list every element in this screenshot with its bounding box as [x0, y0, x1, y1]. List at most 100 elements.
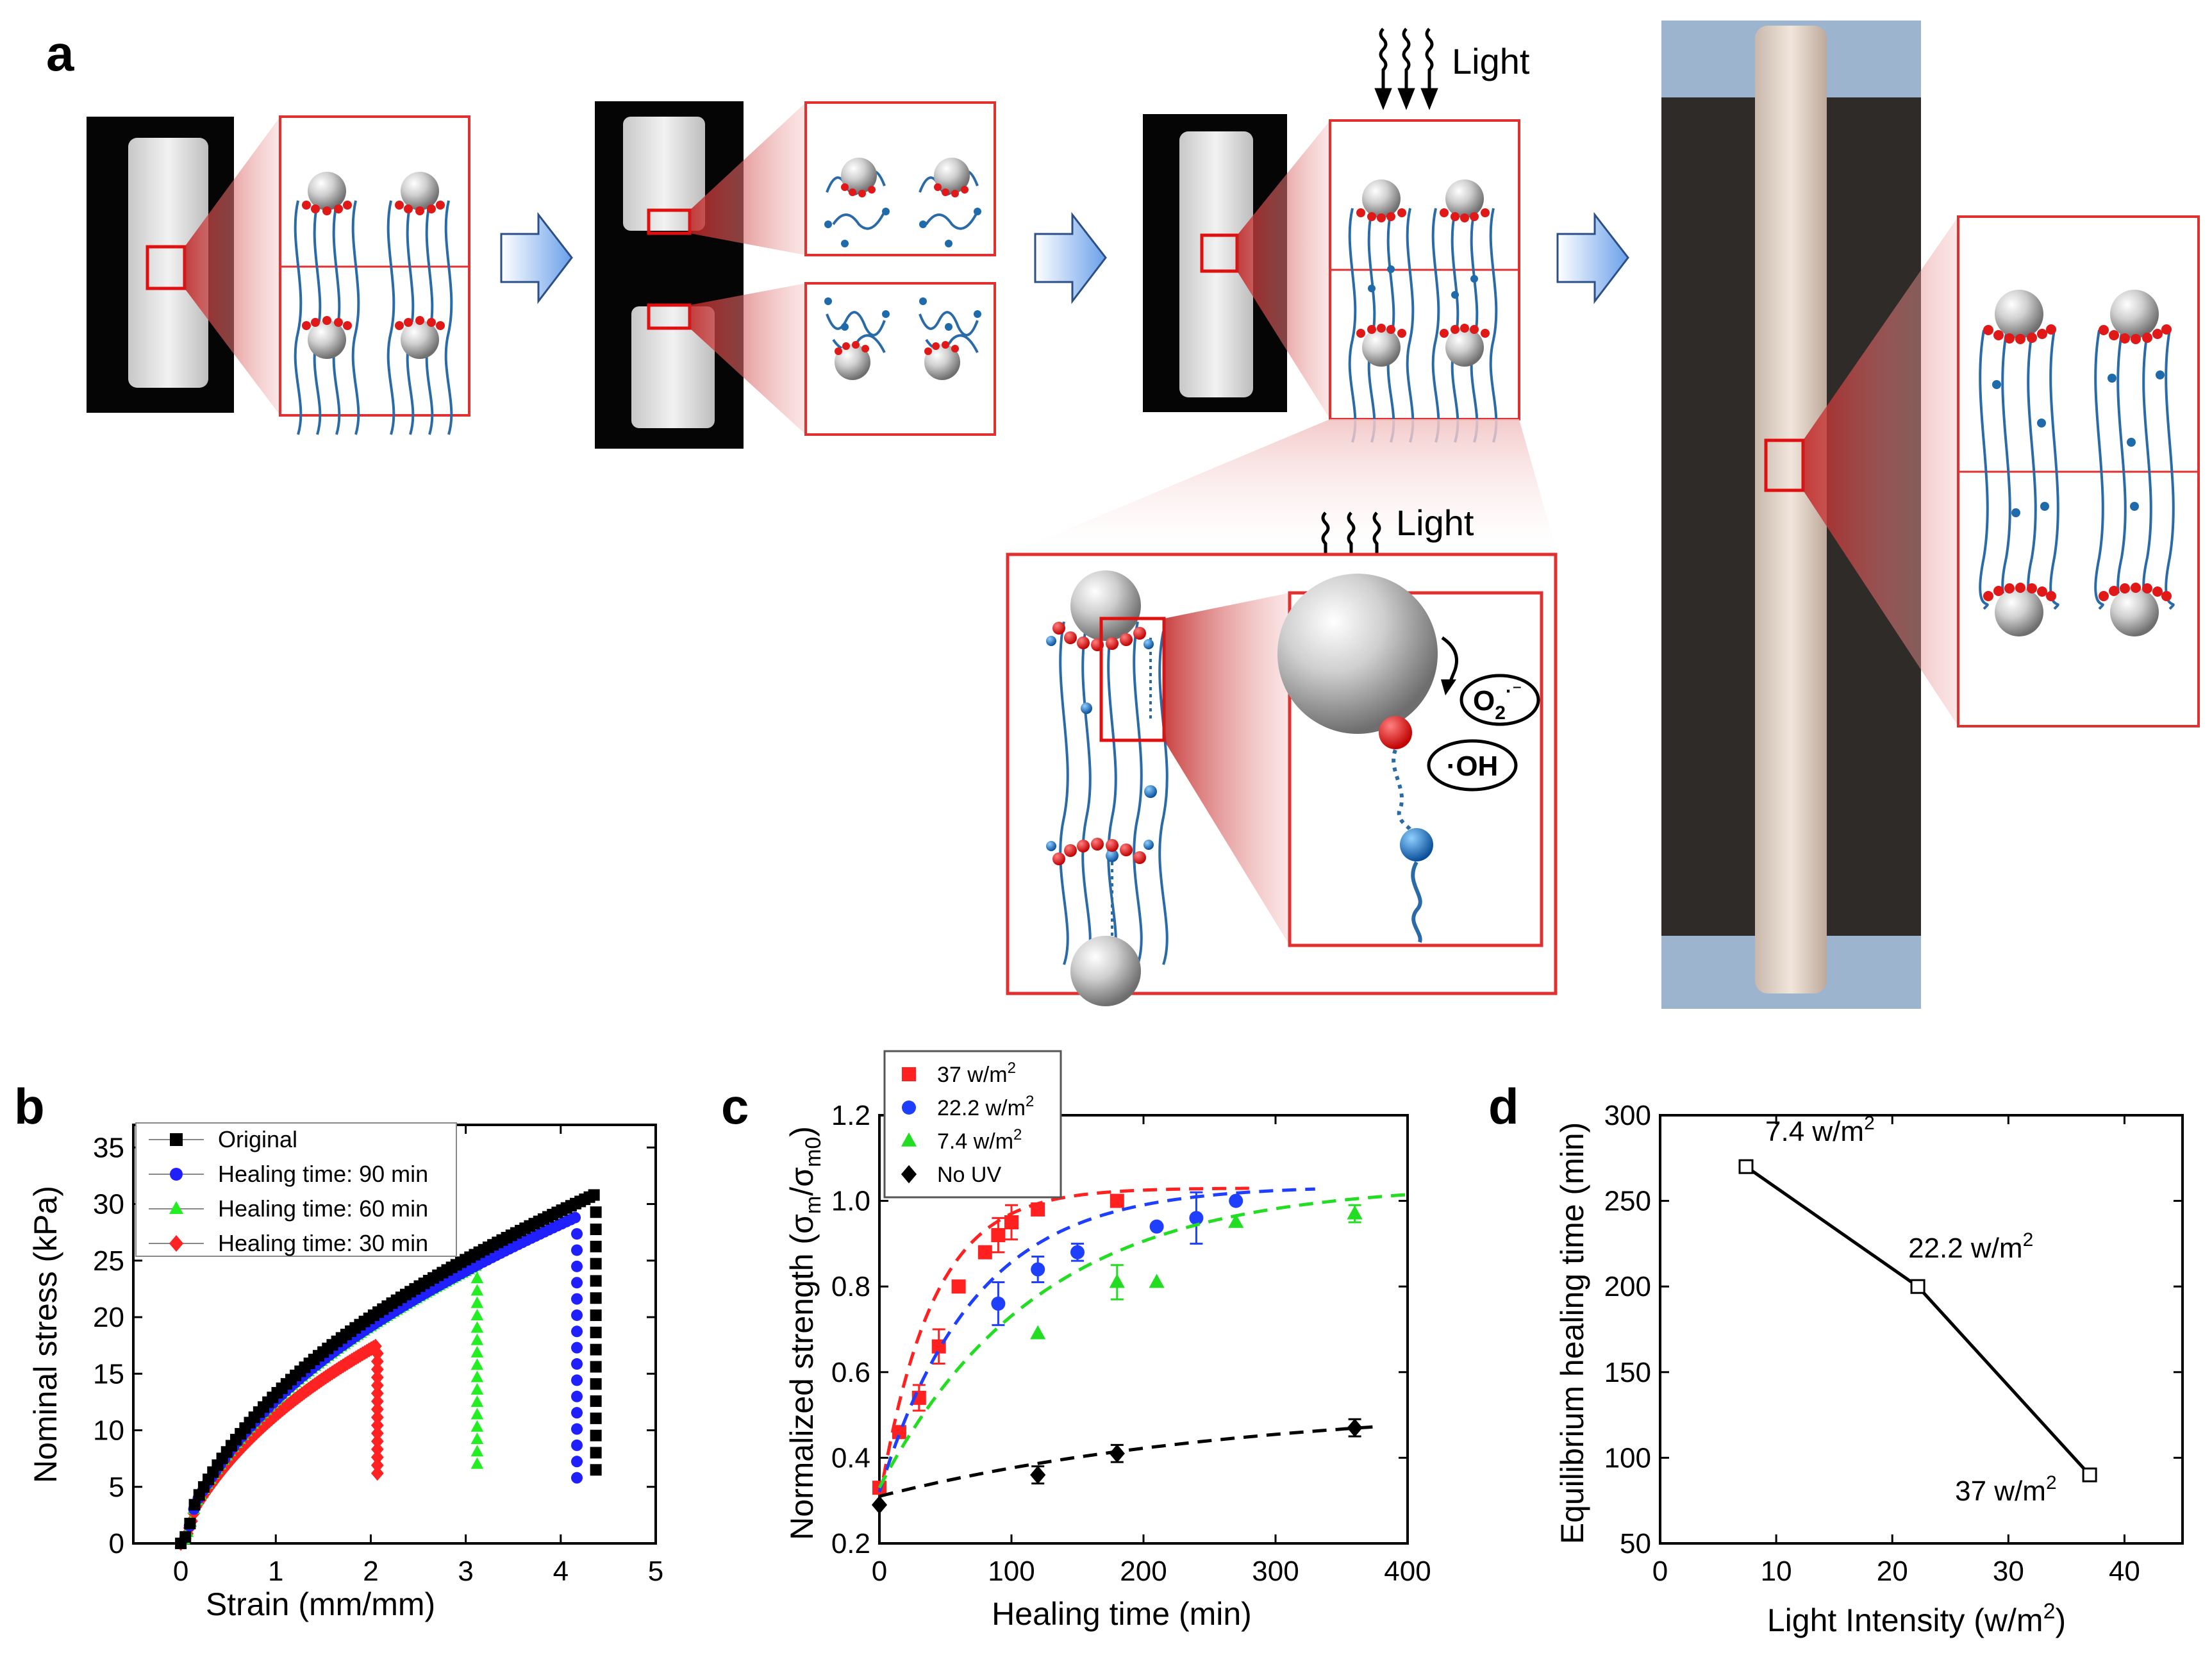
series-4	[174, 1338, 384, 1551]
data-point	[470, 1296, 484, 1308]
x-tick-label: 20	[1877, 1556, 1908, 1587]
network-schematic-healed	[1957, 215, 2200, 727]
data-point	[571, 1309, 583, 1321]
chart-d: 0 10 20 30 40 50 100 150 200 250 300 Light Intensit…	[1554, 1100, 2184, 1638]
data-point	[370, 1409, 384, 1425]
data-point	[470, 1370, 484, 1383]
data-point	[1109, 1274, 1125, 1288]
zoom-cone-1	[185, 117, 280, 415]
legend-box	[135, 1122, 457, 1257]
data-point	[1149, 1274, 1165, 1288]
hydroxyl-label: ·OH	[1447, 751, 1499, 782]
x-axis-label: Light Intensity (w/m2)	[1767, 1599, 2066, 1638]
fit-curve	[879, 1424, 1381, 1498]
photo-cut-sample	[595, 101, 744, 449]
data-point	[571, 1456, 583, 1468]
y-tick-label: 0.4	[831, 1442, 870, 1474]
data-point	[571, 1244, 583, 1256]
data-point	[1031, 1202, 1045, 1217]
data-point	[184, 1518, 196, 1530]
x-axis-label: Healing time (min)	[992, 1596, 1252, 1632]
x-tick-label: 4	[553, 1556, 569, 1587]
data-point	[1229, 1193, 1243, 1208]
x-tick-label: 100	[988, 1556, 1035, 1587]
x-tick-label: 30	[1993, 1556, 2024, 1587]
x-tick-label: 40	[2109, 1556, 2140, 1587]
data-point	[571, 1374, 583, 1386]
data-point	[590, 1309, 602, 1322]
y-tick-label: 20	[93, 1302, 124, 1333]
data-point	[590, 1429, 602, 1441]
data-point	[571, 1228, 583, 1240]
legend-marker	[901, 1165, 917, 1184]
data-point	[590, 1258, 602, 1270]
data-point	[470, 1408, 484, 1420]
x-tick-label: 3	[458, 1556, 473, 1587]
data-point	[370, 1418, 384, 1433]
y-tick-label: 25	[93, 1245, 124, 1277]
data-point	[590, 1464, 602, 1476]
data-point	[590, 1275, 602, 1287]
data-point	[571, 1472, 583, 1484]
network-schematic-cut-top	[804, 101, 996, 256]
series-1	[175, 1189, 602, 1549]
data-point	[991, 1228, 1006, 1243]
panel-label-d: d	[1488, 1078, 1519, 1134]
legend-label: Original	[218, 1126, 297, 1152]
point-label: 22.2 w/m2	[1908, 1229, 2033, 1264]
light-label-zoom: Light	[1396, 503, 1474, 543]
y-tick-label: 1.2	[831, 1100, 870, 1131]
legend-marker	[169, 1201, 183, 1214]
data-point	[892, 1425, 906, 1440]
data-point	[951, 1279, 966, 1294]
x-axis-label: Strain (mm/mm)	[206, 1586, 435, 1622]
y-axis-label: Normalized strength (σm/σm0)	[784, 1126, 826, 1540]
data-point	[1347, 1418, 1363, 1437]
trend-line	[1745, 1165, 2091, 1476]
x-tick-label: 10	[1761, 1556, 1792, 1587]
series-3	[877, 1193, 1408, 1489]
light-arrows-top	[1374, 28, 1438, 110]
data-point	[370, 1465, 384, 1481]
legend-marker	[169, 1235, 183, 1252]
data-point	[370, 1361, 384, 1377]
data-point	[370, 1354, 384, 1369]
data-point	[470, 1345, 484, 1358]
hydroxyl-bubble	[1427, 739, 1518, 792]
data-point	[1149, 1219, 1164, 1234]
zoom-cone-down	[1008, 419, 1558, 554]
x-tick-label: 0	[872, 1556, 887, 1587]
data-point	[571, 1390, 583, 1402]
data-point	[571, 1293, 583, 1305]
data-point	[590, 1326, 602, 1338]
data-point	[1738, 1159, 1754, 1174]
data-point	[188, 1499, 201, 1511]
series-4	[871, 1418, 1381, 1515]
series-1: 7.4 w/m2 22.2 w/m2 37 w/m2	[1738, 1113, 2097, 1507]
panel-label-b: b	[14, 1078, 45, 1134]
network-schematic-healing	[1329, 119, 1520, 443]
data-point	[590, 1447, 602, 1459]
y-tick-label: 0	[109, 1528, 124, 1559]
x-tick-label: 400	[1384, 1556, 1431, 1587]
data-point	[470, 1445, 484, 1457]
data-point	[1030, 1325, 1046, 1340]
data-point	[1004, 1215, 1019, 1229]
superoxide-label: O2·⁻	[1473, 681, 1522, 724]
fit-curve	[877, 1186, 1249, 1501]
legend-label: 22.2 w/m2	[937, 1093, 1034, 1120]
y-axis-label: Equilibrium healing time (min)	[1554, 1122, 1590, 1545]
data-point	[1070, 1245, 1085, 1259]
chart-c: 0 100 200 300 400 0.2 0.4 0.6 0.8 1.0 1.2 Healing t…	[784, 1050, 1431, 1632]
data-point	[470, 1284, 484, 1296]
legend-marker	[902, 1067, 916, 1081]
data-point	[590, 1395, 602, 1408]
data-point	[590, 1292, 602, 1304]
data-point	[590, 1343, 602, 1356]
data-point	[590, 1240, 602, 1252]
y-tick-label: 100	[1604, 1442, 1651, 1474]
data-point	[590, 1361, 602, 1373]
point-label: 37 w/m2	[1955, 1472, 2057, 1507]
data-point	[470, 1333, 484, 1345]
